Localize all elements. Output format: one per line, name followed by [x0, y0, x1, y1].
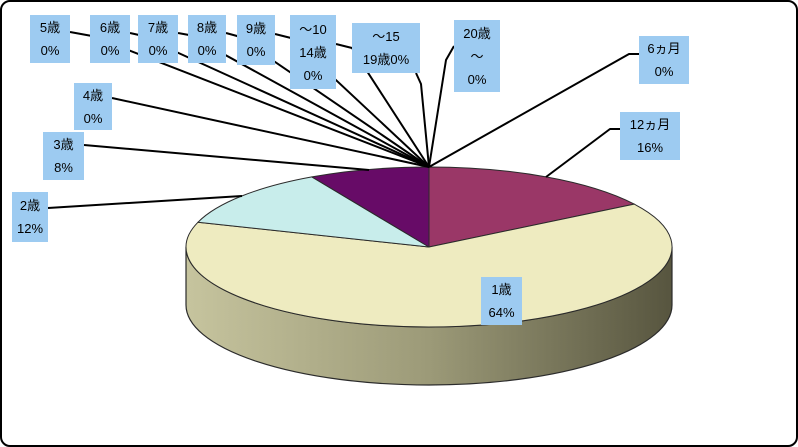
- leader-line-4y: [111, 97, 430, 168]
- pie-slice-1歳: [185, 203, 673, 328]
- leader-line-7y: [177, 32, 430, 168]
- leader-line-15_19: [415, 72, 430, 168]
- leader-line-3y: [83, 144, 370, 171]
- leader-line-2y: [47, 195, 243, 209]
- leader-line-12m: [545, 128, 620, 178]
- leader-line-6m: [428, 53, 639, 168]
- leader-line-6y: [129, 32, 430, 168]
- leader-line-9y: [274, 33, 430, 168]
- leader-line-20plus: [428, 45, 455, 168]
- leader-line-5y: [69, 31, 430, 168]
